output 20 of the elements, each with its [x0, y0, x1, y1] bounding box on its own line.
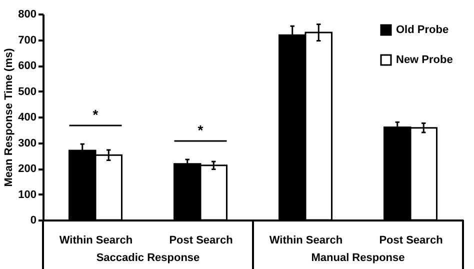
- y-tick-label: 600: [18, 60, 36, 72]
- y-tick-label: 700: [18, 34, 36, 46]
- annotation: *: [92, 106, 99, 122]
- y-tick-label: 500: [18, 86, 36, 98]
- y-tick-label: 400: [18, 112, 36, 124]
- y-axis-title: Mean Response Time (ms): [3, 48, 16, 187]
- text: Manual Response: [311, 252, 405, 264]
- annotation: *: [198, 122, 204, 138]
- y-tick-label: 100: [18, 188, 36, 201]
- text: Saccadic Response: [96, 252, 200, 264]
- y-tick-label: 800: [18, 8, 36, 20]
- x-tick-label: Within Search: [269, 234, 343, 246]
- legend-label: Old Probe: [396, 24, 449, 36]
- x-tick-label: Post Search: [379, 234, 444, 246]
- y-tick-label: 200: [18, 163, 36, 175]
- x-tick-label: Within Search: [59, 234, 133, 246]
- y-tick-label: 0: [30, 214, 36, 226]
- x-tick-label: Post Search: [169, 234, 234, 246]
- legend-label: New Probe: [396, 54, 453, 66]
- y-tick-label: 300: [18, 137, 36, 150]
